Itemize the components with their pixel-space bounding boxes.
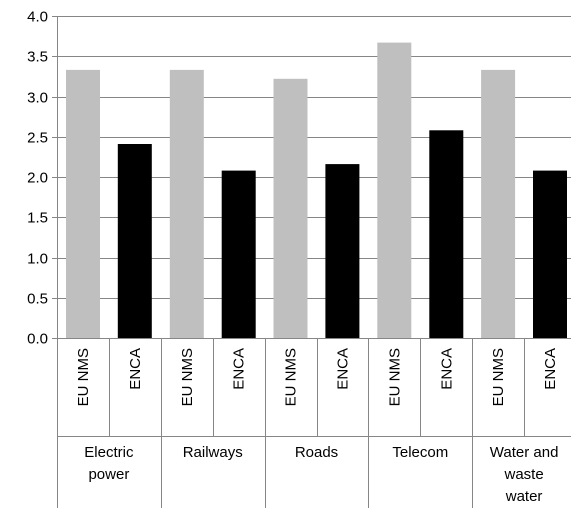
y-tick-labels: 0.0 0.5 1.0 1.5 2.0 2.5 3.0 3.5 4.0 <box>27 9 48 348</box>
x-tick-label: ENCA <box>542 348 559 390</box>
x-tick-label: EU NMS <box>75 348 92 406</box>
x-tick-label: ENCA <box>127 348 144 390</box>
bar-enca <box>221 170 256 338</box>
group-labels: Electric power Railways Roads Telecom Water a… <box>84 444 558 505</box>
y-tick-label: 3.5 <box>27 49 48 66</box>
axes <box>52 16 571 508</box>
y-tick-label: 4.0 <box>27 9 48 26</box>
y-tick-label: 0.0 <box>27 331 48 348</box>
bar-eu-nms <box>169 69 204 339</box>
group-label: Electric <box>84 444 134 461</box>
group-label: waste <box>504 466 544 483</box>
bars <box>66 42 567 339</box>
x-tick-label: EU NMS <box>283 348 300 406</box>
group-label: Telecom <box>392 444 448 461</box>
x-tick-label: EU NMS <box>490 348 507 406</box>
x-tick-label: ENCA <box>334 348 351 390</box>
group-label: Railways <box>183 444 243 461</box>
bar-eu-nms <box>481 69 516 339</box>
y-tick-label: 2.0 <box>27 170 48 187</box>
bar-eu-nms <box>377 42 412 338</box>
bar-enca <box>117 144 152 338</box>
bar-enca <box>325 164 360 338</box>
bar-eu-nms <box>273 78 308 339</box>
bar-eu-nms <box>66 69 100 339</box>
x-tick-label: ENCA <box>438 348 455 390</box>
y-tick-label: 3.0 <box>27 90 48 107</box>
group-label: water <box>505 488 543 505</box>
x-tick-labels: EU NMS ENCA EU NMS ENCA EU NMS ENCA EU NMS ENCA… <box>75 348 559 406</box>
group-label: Roads <box>295 444 338 461</box>
y-tick-label: 2.5 <box>27 130 48 147</box>
y-tick-label: 0.5 <box>27 291 48 308</box>
y-tick-label: 1.0 <box>27 251 48 268</box>
bar-enca <box>533 170 567 338</box>
group-label: Water and <box>490 444 559 461</box>
x-tick-label: EU NMS <box>179 348 196 406</box>
y-tick-label: 1.5 <box>27 210 48 227</box>
bar-enca <box>429 130 464 338</box>
x-tick-label: EU NMS <box>386 348 403 406</box>
x-tick-label: ENCA <box>231 348 248 390</box>
group-label: power <box>88 466 129 483</box>
